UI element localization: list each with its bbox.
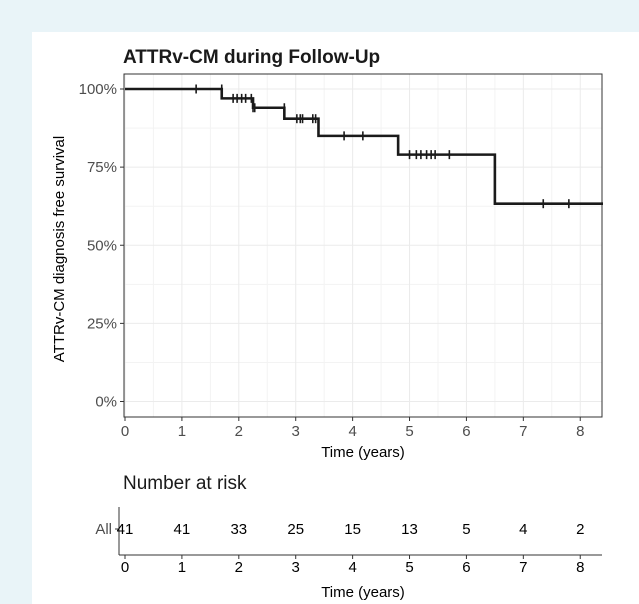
risk-x-tick-label: 5	[405, 559, 413, 576]
risk-count: 41	[117, 521, 134, 538]
y-tick-label: 100%	[79, 81, 117, 98]
survival-curve	[125, 87, 603, 205]
risk-count: 41	[174, 521, 191, 538]
risk-count: 15	[344, 521, 361, 538]
figure-panel: ATTRv-CM during Follow-Up 0% 25% 50% 75% 100…	[32, 32, 639, 604]
risk-count: 33	[230, 521, 247, 538]
y-tick-label: 50%	[87, 237, 117, 254]
risk-count: 5	[462, 521, 470, 538]
risk-x-tick-label: 6	[462, 559, 470, 576]
plot-area: 0% 25% 50% 75% 100% 0 1 2 3 4 5 6 7 8	[79, 73, 603, 440]
y-axis-title: ATTRv-CM diagnosis free survival	[51, 136, 68, 362]
x-tick-label: 6	[462, 423, 470, 440]
risk-count: 2	[576, 521, 584, 538]
survival-chart: ATTRv-CM during Follow-Up 0%25%50%75%100…	[51, 47, 603, 601]
risk-strata-label: All	[95, 521, 112, 538]
risk-x-tick-label: 4	[348, 559, 356, 576]
risk-x-axis-title: Time (years)	[321, 584, 405, 601]
risk-count: 13	[401, 521, 418, 538]
risk-count: 25	[287, 521, 304, 538]
risk-x-tick-label: 8	[576, 559, 584, 576]
y-tick-label: 25%	[87, 315, 117, 332]
x-tick-label: 4	[348, 423, 356, 440]
x-axis-title: Time (years)	[321, 444, 405, 461]
chart-title: ATTRv-CM during Follow-Up	[123, 47, 380, 68]
risk-count: 4	[519, 521, 527, 538]
risk-x-tick-label: 1	[178, 559, 186, 576]
risk-x-tick-label: 3	[292, 559, 300, 576]
x-tick-label: 0	[121, 423, 129, 440]
x-tick-label: 5	[405, 423, 413, 440]
x-tick-label: 3	[292, 423, 300, 440]
x-tick-label: 8	[576, 423, 584, 440]
risk-table: All 41 0 41 1 33 2 25 3 15 4 13 5 5 6 4 7 2 8	[95, 507, 602, 576]
y-tick-label: 75%	[87, 159, 117, 176]
risk-x-tick-label: 7	[519, 559, 527, 576]
risk-x-tick-label: 0	[121, 559, 129, 576]
risk-table-title: Number at risk	[123, 473, 247, 494]
x-tick-label: 1	[178, 423, 186, 440]
y-tick-label: 0%	[95, 394, 117, 411]
risk-x-tick-label: 2	[235, 559, 243, 576]
x-tick-label: 7	[519, 423, 527, 440]
x-tick-label: 2	[235, 423, 243, 440]
